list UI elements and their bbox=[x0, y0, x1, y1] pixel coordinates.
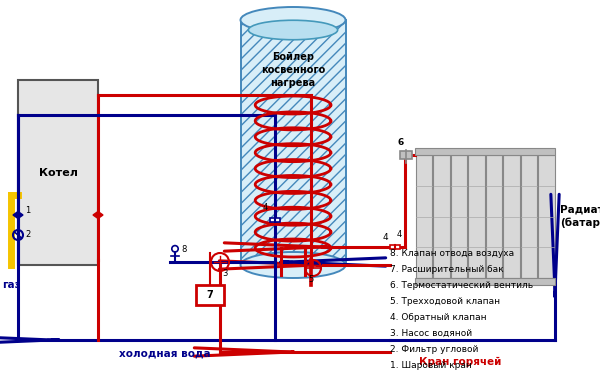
Text: холодная вода: холодная вода bbox=[119, 348, 211, 358]
Bar bbox=[18, 80, 98, 265]
Text: 5: 5 bbox=[308, 275, 313, 284]
Text: 8: 8 bbox=[181, 245, 187, 254]
Ellipse shape bbox=[248, 20, 338, 40]
Text: 8. Клапан отвода воздуха: 8. Клапан отвода воздуха bbox=[390, 249, 514, 258]
Bar bbox=[241, 20, 346, 265]
Ellipse shape bbox=[241, 7, 346, 33]
Bar bbox=[415, 278, 555, 285]
Text: Бойлер
косвенного
нагрева: Бойлер косвенного нагрева bbox=[261, 52, 325, 88]
Text: 4: 4 bbox=[397, 230, 402, 239]
Text: 2. Фильтр угловой: 2. Фильтр угловой bbox=[390, 345, 478, 354]
Text: 1. Шаровый кран: 1. Шаровый кран bbox=[390, 361, 472, 370]
Bar bbox=[538, 155, 554, 278]
Polygon shape bbox=[13, 211, 23, 219]
Text: 2: 2 bbox=[25, 230, 30, 239]
Text: 4: 4 bbox=[263, 203, 268, 212]
Text: Кран горячей
воды: Кран горячей воды bbox=[419, 357, 501, 371]
Text: Радиатор
(батарея): Радиатор (батарея) bbox=[560, 206, 600, 227]
Ellipse shape bbox=[241, 252, 346, 278]
Bar bbox=[415, 148, 555, 155]
Text: 3: 3 bbox=[222, 269, 227, 278]
Bar bbox=[503, 155, 520, 278]
Text: 3. Насос водяной: 3. Насос водяной bbox=[390, 329, 472, 338]
Text: 7. Расширительный бак: 7. Расширительный бак bbox=[390, 265, 503, 274]
Text: 6: 6 bbox=[397, 138, 403, 147]
Bar bbox=[415, 155, 432, 278]
Text: Котел: Котел bbox=[38, 167, 77, 177]
Bar bbox=[270, 218, 280, 222]
Text: газ: газ bbox=[2, 280, 20, 290]
Bar bbox=[451, 155, 467, 278]
Text: 6. Термостатический вентиль: 6. Термостатический вентиль bbox=[390, 281, 533, 290]
Bar bbox=[433, 155, 449, 278]
Bar bbox=[485, 155, 502, 278]
Text: 7: 7 bbox=[206, 290, 214, 300]
Bar bbox=[400, 151, 412, 159]
Bar bbox=[390, 244, 400, 249]
Text: 1: 1 bbox=[25, 206, 30, 215]
Bar bbox=[468, 155, 485, 278]
Text: 4. Обратный клапан: 4. Обратный клапан bbox=[390, 313, 487, 322]
Polygon shape bbox=[93, 211, 103, 219]
Bar bbox=[196, 285, 224, 305]
Text: 5. Трехходовой клапан: 5. Трехходовой клапан bbox=[390, 297, 500, 306]
Bar bbox=[521, 155, 537, 278]
Text: 4: 4 bbox=[382, 233, 388, 242]
